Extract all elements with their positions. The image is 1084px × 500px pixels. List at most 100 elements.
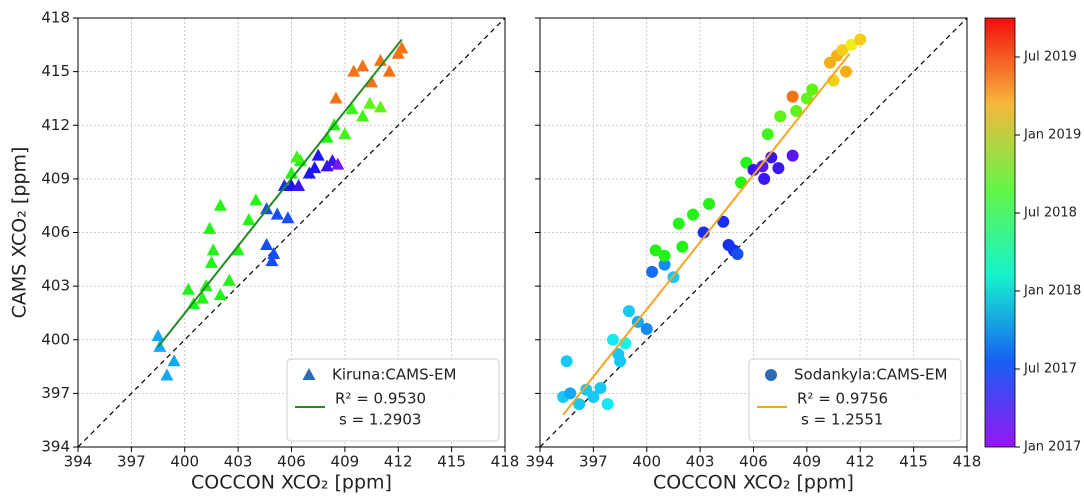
- y-tick-label: 397: [41, 384, 70, 402]
- point: [270, 207, 284, 220]
- point: [619, 337, 632, 350]
- x-tick-label: 400: [632, 453, 661, 471]
- x-tick-label: 412: [384, 453, 413, 471]
- one-to-one-line: [77, 17, 506, 448]
- point: [213, 198, 227, 211]
- legend-s: s = 1.2903: [339, 411, 421, 429]
- x-tick-label: 409: [793, 453, 822, 471]
- legend-r2: R² = 0.9756: [797, 390, 888, 408]
- point: [242, 212, 256, 225]
- legend-label: Kiruna:CAMS-EM: [332, 366, 456, 384]
- point: [260, 202, 274, 215]
- legend-r2: R² = 0.9530: [335, 390, 426, 408]
- point: [365, 75, 379, 88]
- colorbar-tick-label: Jan 2019: [1023, 128, 1081, 143]
- point: [646, 265, 659, 278]
- legend-label: Sodankyla:CAMS-EM: [794, 366, 947, 384]
- x-tick-label: 415: [437, 453, 466, 471]
- x-tick-label: 403: [686, 453, 715, 471]
- legend-s: s = 1.2551: [801, 411, 883, 429]
- point: [731, 247, 744, 260]
- point: [331, 157, 345, 170]
- point: [676, 240, 689, 253]
- point: [806, 83, 819, 96]
- point: [697, 226, 710, 239]
- x-tick-label: 418: [953, 453, 982, 471]
- y-tick-label: 400: [41, 330, 70, 348]
- point: [640, 323, 653, 336]
- colorbar: [984, 17, 1016, 448]
- point: [345, 102, 359, 115]
- y-tick-label: 403: [41, 277, 70, 295]
- point: [717, 215, 730, 228]
- point: [363, 96, 377, 109]
- point: [612, 348, 625, 361]
- point: [587, 390, 600, 403]
- point: [206, 243, 220, 256]
- point: [267, 246, 281, 259]
- x-tick-label: 418: [491, 453, 520, 471]
- y-tick-label: 412: [41, 116, 70, 134]
- point: [765, 369, 777, 381]
- x-tick-label: 394: [526, 453, 555, 471]
- point: [854, 33, 867, 46]
- point: [774, 110, 787, 123]
- x-tick-label: 412: [846, 453, 875, 471]
- point: [167, 354, 181, 367]
- point: [290, 150, 304, 163]
- axes-frame: [539, 17, 968, 448]
- point: [151, 329, 165, 342]
- point: [204, 255, 218, 268]
- x-tick-label: 397: [117, 453, 146, 471]
- point: [249, 193, 263, 206]
- colorbar-tick-label: Jan 2017: [1023, 440, 1081, 455]
- point: [649, 244, 662, 257]
- x-tick-label: 403: [224, 453, 253, 471]
- point: [658, 258, 671, 271]
- y-tick-label: 415: [41, 62, 70, 80]
- point: [758, 172, 771, 185]
- x-tick-label: 397: [579, 453, 608, 471]
- point: [772, 162, 785, 175]
- point: [292, 179, 306, 192]
- point: [222, 273, 236, 286]
- colorbar-tick-label: Jul 2017: [1023, 362, 1077, 377]
- legend-box: [748, 358, 962, 442]
- one-to-one-line: [539, 17, 968, 448]
- point: [765, 151, 778, 164]
- point: [260, 238, 274, 251]
- point: [594, 382, 607, 395]
- point: [281, 211, 295, 224]
- point: [573, 398, 586, 411]
- point: [840, 65, 853, 78]
- point: [302, 368, 316, 380]
- point: [790, 104, 803, 117]
- point: [308, 161, 322, 174]
- point: [373, 100, 387, 113]
- point: [311, 148, 325, 161]
- colorbar-tick-label: Jan 2018: [1023, 284, 1081, 299]
- point: [687, 208, 700, 221]
- point: [203, 221, 217, 234]
- point: [756, 160, 769, 173]
- x-tick-label: 400: [170, 453, 199, 471]
- point: [338, 127, 352, 140]
- point: [265, 254, 279, 267]
- point: [703, 197, 716, 210]
- x-tick-label: 406: [739, 453, 768, 471]
- point: [786, 90, 799, 103]
- axes-frame: [77, 17, 506, 448]
- x-tick-label: 406: [277, 453, 306, 471]
- y-axis-label: CAMS XCO₂ [ppm]: [9, 147, 31, 319]
- point: [356, 109, 370, 122]
- fit-line: [562, 53, 851, 416]
- legend-box: [286, 358, 500, 442]
- point: [761, 128, 774, 141]
- point: [564, 387, 577, 400]
- x-axis-label: COCCON XCO₂ [ppm]: [191, 472, 392, 494]
- point: [181, 282, 195, 295]
- colorbar-tick-label: Jul 2018: [1023, 206, 1077, 221]
- y-tick-label: 394: [41, 438, 70, 456]
- x-tick-label: 394: [64, 453, 93, 471]
- x-axis-label: COCCON XCO₂ [ppm]: [653, 472, 854, 494]
